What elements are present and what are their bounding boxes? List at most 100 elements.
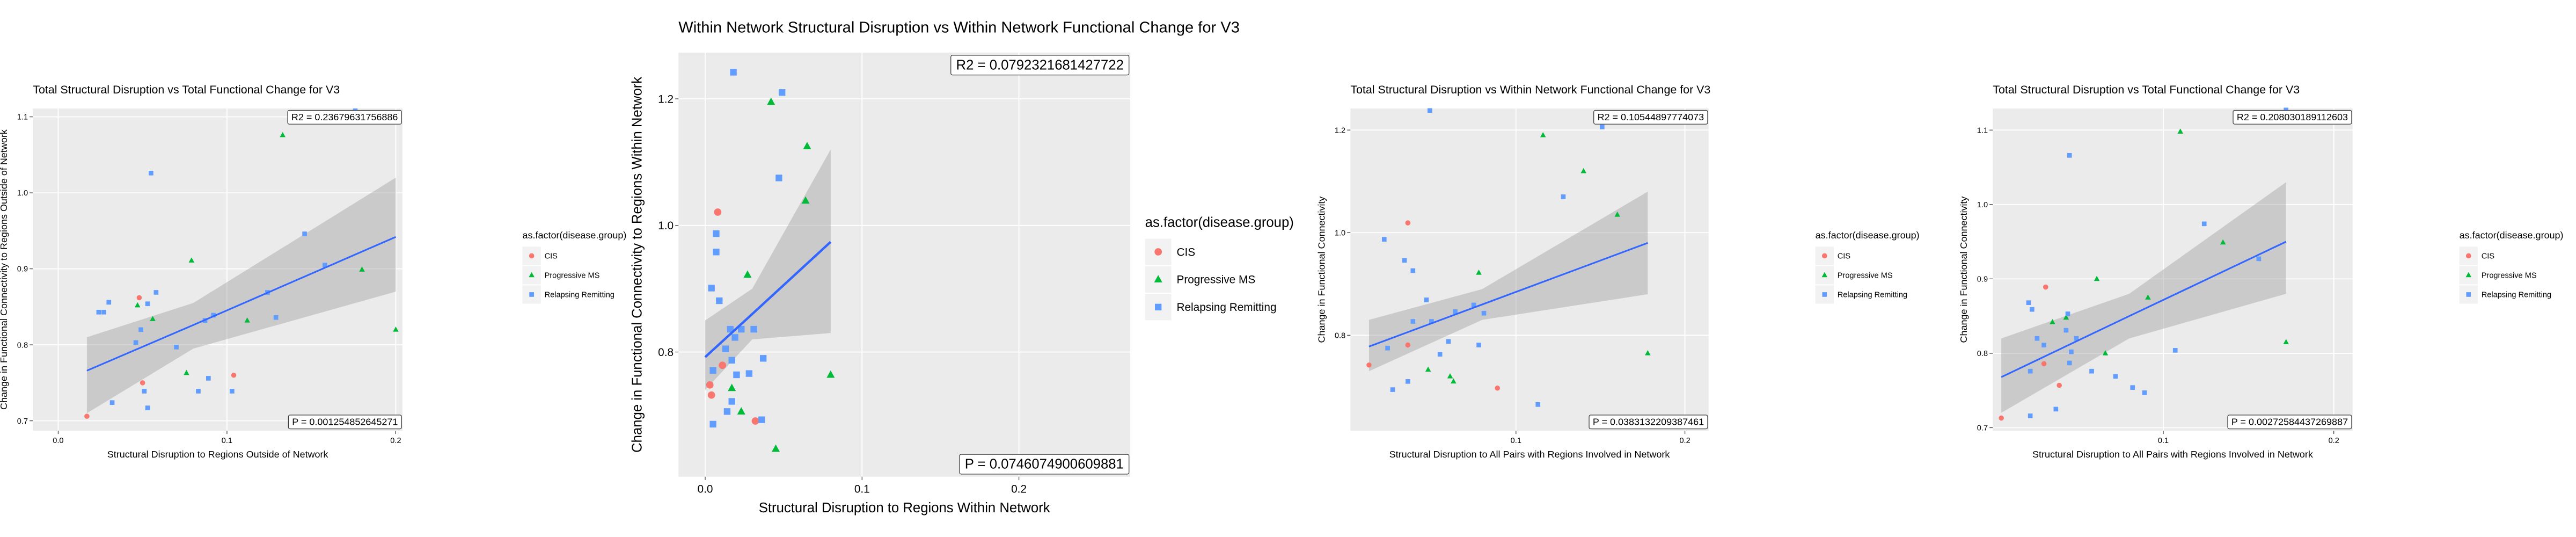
point [1405, 220, 1411, 226]
legend-symbol [2466, 292, 2471, 297]
p-label: P = 0.00272584437269887 [2231, 416, 2348, 427]
r2-label-box [1593, 110, 1708, 125]
legend-title: as.factor(disease.group) [2460, 230, 2564, 241]
point [750, 325, 757, 333]
point [738, 325, 745, 333]
point [84, 413, 90, 419]
legend-symbol [2465, 272, 2472, 278]
point [109, 400, 115, 405]
x-tick-label: 0.1 [854, 483, 870, 495]
point [1645, 350, 1651, 355]
point [2142, 390, 2147, 395]
legend-symbol [1821, 272, 1828, 278]
x-tick-label: 0.1 [1511, 437, 1521, 445]
point [2220, 239, 2226, 245]
point [737, 407, 745, 415]
r2-label: R2 = 0.208030189112603 [2237, 112, 2348, 122]
legend-label: Progressive MS [545, 272, 600, 280]
p-label-box [1589, 415, 1708, 430]
point [231, 372, 237, 378]
y-tick-label: 1.0 [17, 189, 28, 198]
y-tick-label: 1.0 [658, 220, 674, 232]
y-tick-label: 0.8 [1335, 331, 1345, 340]
point [211, 313, 216, 318]
y-tick-label: 1.2 [1335, 126, 1345, 135]
point [134, 302, 141, 308]
point [1451, 378, 1457, 384]
point [2063, 328, 2069, 333]
point [206, 376, 211, 381]
point [2030, 307, 2035, 312]
point [2028, 413, 2033, 418]
legend-title: as.factor(disease.group) [1145, 215, 1294, 230]
point [1999, 415, 2004, 421]
y-tick-label: 0.7 [1977, 424, 1988, 433]
point [174, 345, 179, 350]
point [196, 389, 201, 394]
y-axis-label: Change in Functional Connectivity [1958, 197, 1969, 343]
point [1471, 302, 1476, 308]
point [759, 355, 767, 362]
point [1540, 132, 1546, 137]
point [2145, 294, 2151, 300]
y-axis-label: Change in Functional Connectivity to Reg… [630, 77, 645, 453]
point [2053, 407, 2059, 412]
point [96, 309, 101, 315]
point [709, 420, 716, 428]
chart-title: Total Structural Disruption vs Total Fun… [1993, 83, 2300, 96]
point [133, 340, 138, 345]
point [2113, 374, 2118, 379]
point [2284, 107, 2289, 113]
x-tick-label: 0.1 [2158, 437, 2169, 445]
point [244, 317, 250, 323]
point [1437, 352, 1443, 357]
plot-panel [678, 52, 1131, 477]
y-tick-label: 1.2 [658, 93, 674, 105]
point [727, 325, 734, 333]
legend-symbol [1154, 303, 1162, 311]
x-axis-label: Structural Disruption to All Pairs with … [1389, 449, 1671, 460]
legend-label: Progressive MS [2482, 272, 2537, 280]
point [280, 132, 286, 137]
point [2102, 350, 2109, 355]
y-tick-label: 0.7 [17, 417, 28, 426]
point [2201, 221, 2207, 227]
point [730, 69, 737, 76]
point [733, 371, 740, 379]
point [2041, 361, 2047, 367]
y-tick-label: 0.8 [658, 346, 674, 359]
point [743, 270, 752, 278]
point [731, 334, 738, 341]
point [1385, 345, 1390, 351]
point [188, 257, 195, 263]
point [1453, 309, 1458, 314]
x-tick-label: 0.2 [2329, 437, 2339, 445]
legend-label: Relapsing Remitting [545, 291, 614, 300]
y-tick-label: 1.1 [17, 113, 28, 122]
point [745, 370, 753, 377]
legend-label: Progressive MS [1838, 272, 1893, 280]
confidence-band [2001, 182, 2286, 413]
x-tick-label: 0.2 [1679, 437, 1690, 445]
point [230, 389, 235, 394]
plot-panel [1993, 108, 2353, 431]
confidence-band [1368, 191, 1648, 372]
point [136, 295, 142, 301]
point [1447, 373, 1453, 379]
point [138, 327, 143, 332]
legend-label: CIS [1838, 252, 1851, 261]
point [2043, 284, 2048, 290]
point [801, 196, 810, 204]
plot-panel [1350, 108, 1709, 431]
point [1366, 362, 1372, 368]
point [1561, 194, 1566, 199]
legend-label: Relapsing Remitting [1838, 291, 1907, 300]
x-tick-label: 0.2 [1011, 483, 1027, 495]
point [826, 370, 835, 378]
y-tick-label: 0.8 [17, 341, 28, 350]
plot-panel [33, 108, 403, 431]
legend-symbol [1154, 275, 1162, 282]
legend-title: as.factor(disease.group) [1816, 230, 1920, 241]
